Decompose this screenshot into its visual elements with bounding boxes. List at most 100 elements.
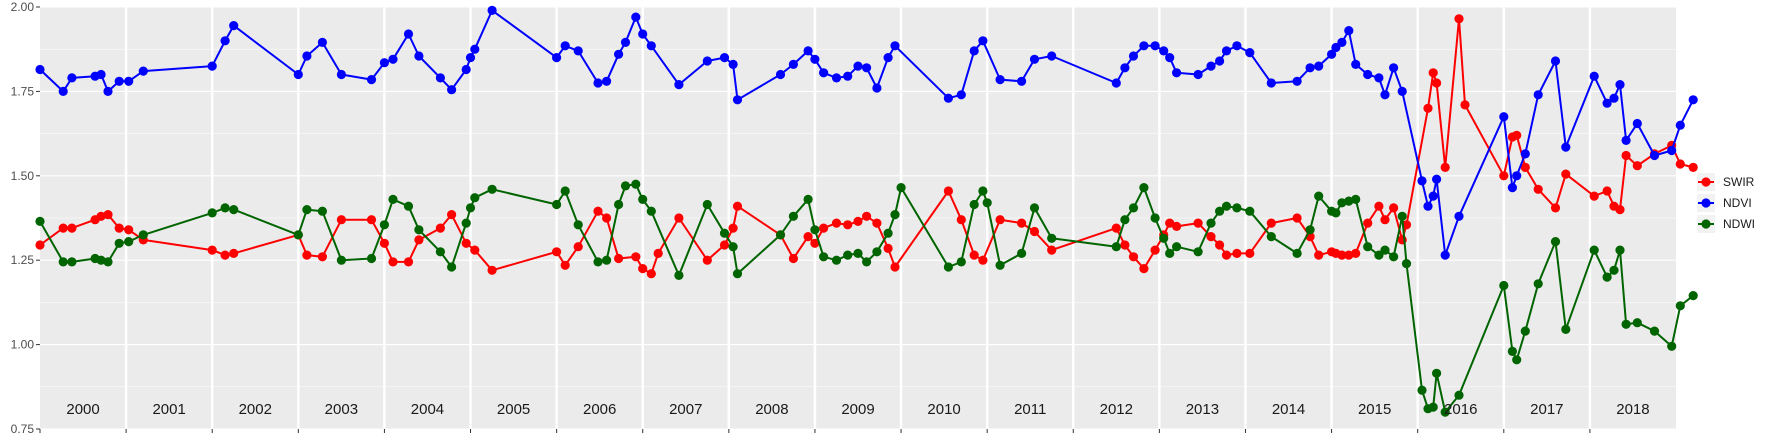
data-point-swir xyxy=(702,255,712,265)
data-point-ndvi xyxy=(674,80,684,90)
data-point-ndvi xyxy=(1165,53,1175,63)
year-label: 2016 xyxy=(1444,401,1477,418)
data-point-swir xyxy=(124,225,134,235)
data-point-swir xyxy=(956,215,966,225)
data-point-ndwi xyxy=(593,257,603,267)
data-point-ndwi xyxy=(207,208,217,218)
data-point-ndvi xyxy=(1245,48,1255,58)
data-point-ndwi xyxy=(862,257,872,267)
data-point-ndwi xyxy=(67,257,77,267)
data-point-ndvi xyxy=(1417,176,1427,186)
data-point-ndwi xyxy=(414,225,424,235)
data-point-swir xyxy=(207,245,217,255)
legend-item-ndvi: NDVI xyxy=(1697,194,1752,212)
legend-key-point xyxy=(1701,177,1711,187)
data-point-swir xyxy=(1266,218,1276,228)
data-point-ndvi xyxy=(853,61,863,71)
data-point-ndvi xyxy=(728,59,738,69)
data-point-ndwi xyxy=(775,230,786,240)
data-point-swir xyxy=(1111,223,1121,233)
legend-label: NDVI xyxy=(1723,196,1752,210)
data-point-swir xyxy=(831,218,842,228)
data-point-swir xyxy=(487,265,497,275)
data-point-swir xyxy=(646,269,656,279)
data-point-ndwi xyxy=(366,253,377,264)
data-point-ndwi xyxy=(124,237,134,247)
data-point-ndvi xyxy=(487,5,497,16)
series-ndvi xyxy=(35,5,1698,260)
data-point-ndvi xyxy=(1337,37,1347,48)
year-label: 2009 xyxy=(841,401,874,418)
data-point-ndvi xyxy=(1615,80,1625,90)
data-point-ndvi xyxy=(414,51,424,61)
data-point-ndwi xyxy=(1337,198,1347,208)
data-point-ndvi xyxy=(810,54,820,64)
data-point-ndwi xyxy=(819,252,829,262)
y-tick-label: 0.75 xyxy=(11,422,35,436)
data-point-swir xyxy=(732,201,743,211)
data-point-swir xyxy=(1675,159,1685,169)
data-point-ndwi xyxy=(1401,259,1412,269)
data-point-ndvi xyxy=(388,54,398,64)
data-point-ndwi xyxy=(552,199,562,210)
legend-label: SWIR xyxy=(1723,175,1755,189)
series-ndwi xyxy=(35,179,1698,417)
data-point-ndvi xyxy=(366,75,377,85)
data-point-swir xyxy=(1314,250,1324,260)
data-point-ndvi xyxy=(103,86,113,96)
year-label: 2003 xyxy=(325,401,358,418)
data-point-ndvi xyxy=(788,59,799,69)
data-point-ndwi xyxy=(1029,203,1040,213)
data-point-ndvi xyxy=(1128,51,1139,61)
data-point-ndwi xyxy=(1632,318,1642,328)
data-point-ndwi xyxy=(465,203,476,213)
data-point-ndvi xyxy=(775,69,786,80)
data-point-ndvi xyxy=(831,73,842,83)
data-point-swir xyxy=(1047,245,1057,255)
data-point-swir xyxy=(853,216,863,226)
series-layer xyxy=(35,5,1698,417)
data-point-ndvi xyxy=(1428,191,1438,201)
data-point-ndwi xyxy=(103,257,113,267)
data-point-ndwi xyxy=(461,218,471,228)
data-point-swir xyxy=(1363,218,1373,228)
year-label: 2015 xyxy=(1358,401,1391,418)
data-point-ndvi xyxy=(96,69,106,80)
data-point-ndvi xyxy=(1159,46,1169,56)
data-point-ndwi xyxy=(1128,203,1139,213)
data-point-ndvi xyxy=(1432,174,1442,184)
data-point-ndvi xyxy=(1344,26,1354,36)
data-point-ndvi xyxy=(58,86,68,96)
data-point-ndvi xyxy=(220,36,230,46)
year-labels: 2000 2001 2002 2003 2004 2005 2006 2007 2008 2009… xyxy=(66,401,1649,418)
data-point-swir xyxy=(614,253,624,264)
data-point-ndvi xyxy=(995,75,1005,85)
data-point-ndwi xyxy=(732,269,743,279)
data-point-swir xyxy=(602,213,612,223)
data-point-swir xyxy=(1292,213,1302,223)
data-point-swir xyxy=(819,223,829,233)
data-point-ndwi xyxy=(1111,242,1121,252)
data-point-swir xyxy=(943,186,954,196)
data-point-swir xyxy=(631,252,641,262)
data-point-ndvi xyxy=(560,41,570,51)
data-point-swir xyxy=(560,260,570,270)
data-point-ndwi xyxy=(719,228,730,238)
data-point-swir xyxy=(1561,169,1571,179)
data-point-ndvi xyxy=(552,53,562,63)
data-point-ndwi xyxy=(1649,326,1660,336)
data-point-swir xyxy=(1602,186,1612,196)
data-point-ndwi xyxy=(631,179,641,189)
data-point-ndvi xyxy=(646,41,656,51)
data-point-ndvi xyxy=(1193,69,1203,80)
year-label: 2018 xyxy=(1616,401,1649,418)
data-point-ndwi xyxy=(831,255,842,265)
data-point-ndwi xyxy=(788,211,799,221)
data-point-swir xyxy=(1374,201,1384,211)
data-point-ndwi xyxy=(379,220,389,230)
data-point-ndvi xyxy=(593,78,603,88)
legend-key-point xyxy=(1701,198,1711,208)
data-point-ndvi xyxy=(843,71,853,81)
data-point-ndwi xyxy=(1389,252,1399,262)
data-point-swir xyxy=(58,223,68,233)
